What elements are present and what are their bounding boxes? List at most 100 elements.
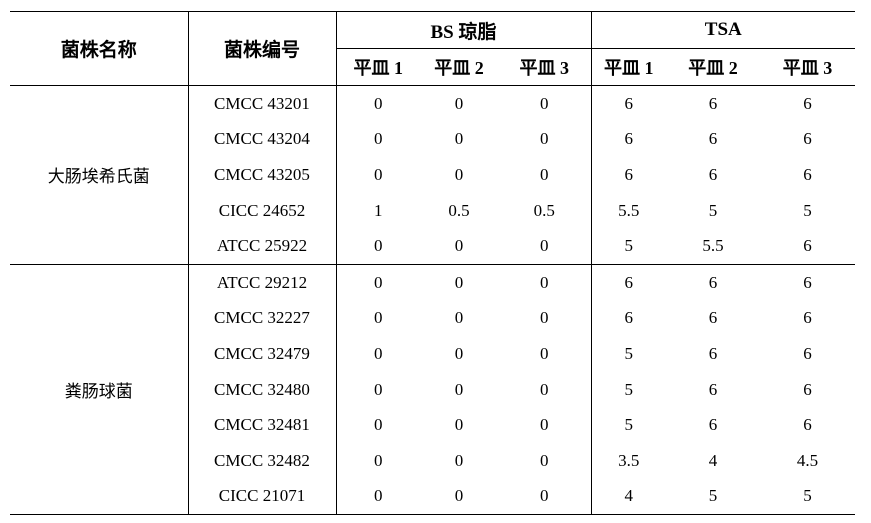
plate-value: 0 (454, 129, 464, 149)
plate-value: 0 (335, 442, 420, 479)
header-strain-name: 菌株名称 (60, 40, 137, 61)
plate-value: 0 (335, 371, 420, 408)
plate-value: 6 (803, 379, 812, 399)
table-row: CICC 21071 0 0 0 4 5 5 (10, 478, 855, 515)
strain-name: 粪肠球菌 (10, 263, 188, 515)
table-row: 粪肠球菌 ATCC 29212 0 0 0 6 6 6 (10, 263, 856, 515)
plate-value: 6 (803, 164, 812, 184)
plate-value: 5 (708, 486, 718, 506)
header-plate: 平皿 3 (519, 58, 570, 78)
strain-id: ATCC 29212 (187, 263, 336, 301)
strain-id: CMCC 32481 (187, 407, 336, 443)
plate-value: 5 (803, 200, 812, 220)
subheader-row: 平皿 1 平皿 2 平皿 3 平皿 1 平皿 2 平皿 3 (10, 48, 855, 86)
plate-value: 6 (590, 300, 667, 337)
plate-value: 0 (335, 157, 420, 193)
plate-value: 5.5 (702, 236, 724, 256)
plate-value: 0 (540, 486, 549, 506)
plate-value: 0 (454, 379, 464, 399)
plate-value: 6 (803, 236, 812, 256)
strain-id: CMCC 32227 (187, 300, 336, 337)
plate-value: 6 (708, 129, 718, 149)
header-tsa: TSA (590, 11, 856, 49)
plate-value: 6 (590, 263, 667, 301)
header-row: 菌株名称 菌株编号 BS 琼脂 TSA (10, 11, 856, 86)
plate-value: 6 (708, 415, 718, 435)
plate-value: 0 (335, 478, 420, 515)
plate-value: 0 (540, 379, 549, 399)
plate-value: 0 (335, 228, 420, 265)
strain-id: CICC 24652 (187, 192, 336, 229)
plate-value: 0 (540, 308, 549, 328)
plate-value: 6 (760, 263, 856, 301)
table-row: CICC 24652 1 0.5 0.5 5.5 5 5 (10, 192, 855, 229)
plate-value: 6 (803, 308, 812, 328)
results-table: 菌株名称 菌株编号 BS 琼脂 TSA 平皿 1 平皿 2 平皿 3 平皿 1 … (10, 11, 856, 516)
plate-value: 1 (335, 192, 420, 229)
strain-id: CMCC 32482 (187, 442, 336, 479)
plate-value: 5 (803, 486, 812, 506)
plate-value: 5 (590, 228, 667, 265)
plate-value: 0 (454, 236, 464, 256)
strain-id: CMCC 43201 (187, 85, 336, 122)
table-row: CMCC 32479 0 0 0 5 6 6 (10, 336, 855, 372)
header-plate: 平皿 2 (434, 58, 484, 78)
strain-name: 大肠埃希氏菌 (47, 167, 150, 187)
header-strain-id: 菌株编号 (187, 11, 336, 86)
plate-value: 5.5 (590, 192, 667, 229)
plate-value: 6 (708, 379, 718, 399)
strain-id: CMCC 43204 (187, 121, 336, 158)
plate-value: 6 (803, 415, 812, 435)
strain-id: CMCC 32479 (187, 336, 336, 372)
plate-value: 0 (540, 415, 549, 435)
plate-value: 0 (540, 129, 549, 149)
plate-value: 0 (335, 300, 420, 337)
plate-value: 0 (335, 85, 420, 122)
plate-value: 0 (540, 236, 549, 256)
table-row: ATCC 25922 0 0 0 5 5.5 6 (10, 228, 855, 265)
header-plate: 平皿 2 (688, 58, 738, 78)
table-row: CMCC 32481 0 0 0 5 6 6 (10, 407, 855, 443)
plate-value: 0 (335, 121, 420, 158)
plate-value: 0 (540, 164, 549, 184)
header-bs-agar: BS 琼脂 (335, 11, 592, 49)
plate-value: 6 (803, 129, 812, 149)
plate-value: 0.5 (448, 200, 470, 220)
header-plate: 平皿 1 (590, 48, 667, 86)
plate-value: 0 (498, 263, 592, 301)
plate-value: 5 (590, 336, 667, 372)
plate-value: 0 (420, 263, 498, 301)
plate-value: 0 (335, 407, 420, 443)
plate-value: 6 (708, 308, 718, 328)
plate-value: 4 (590, 478, 667, 515)
plate-value: 6 (590, 121, 667, 158)
plate-value: 5 (590, 407, 667, 443)
plate-value: 6 (666, 263, 761, 301)
table-row: CMCC 43205 0 0 0 6 6 6 (10, 157, 855, 193)
header-plate: 平皿 3 (782, 58, 833, 78)
strain-id: CICC 21071 (187, 478, 336, 515)
plate-value: 0 (454, 486, 464, 506)
table-row: CMCC 32482 0 0 0 3.5 4 4.5 (10, 442, 855, 479)
table-row: 大肠埃希氏菌 CMCC 43201 0 0 0 6 6 6 (10, 85, 855, 186)
plate-value: 6 (590, 85, 667, 122)
plate-value: 0 (540, 93, 549, 113)
plate-value: 5 (590, 371, 667, 408)
plate-value: 0 (454, 343, 464, 363)
plate-value: 0.5 (533, 200, 555, 220)
plate-value: 0 (335, 263, 420, 301)
plate-value: 5 (708, 200, 718, 220)
plate-value: 0 (540, 450, 549, 470)
table-row: CMCC 32480 0 0 0 5 6 6 (10, 371, 855, 408)
strain-id: ATCC 25922 (187, 228, 336, 265)
plate-value: 4.5 (796, 450, 819, 470)
plate-value: 6 (803, 343, 812, 363)
plate-value: 3.5 (590, 442, 667, 479)
plate-value: 6 (708, 164, 718, 184)
plate-value: 0 (454, 450, 464, 470)
plate-value: 6 (708, 93, 718, 113)
header-plate: 平皿 1 (335, 48, 420, 86)
plate-value: 0 (540, 343, 549, 363)
plate-value: 6 (803, 93, 812, 113)
plate-value: 6 (590, 157, 667, 193)
